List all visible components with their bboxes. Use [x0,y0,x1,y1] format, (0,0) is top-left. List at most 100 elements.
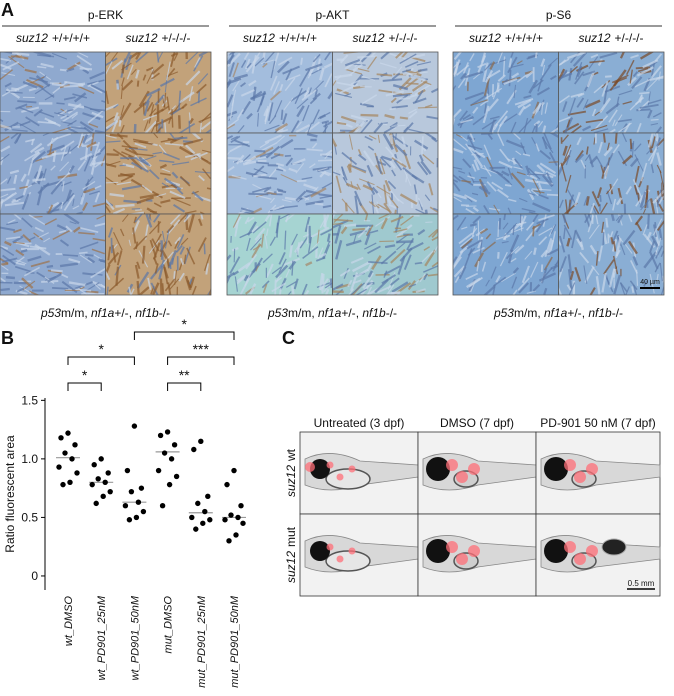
cell [497,74,506,82]
cell [516,60,523,65]
cell [268,167,278,178]
cell [72,205,80,210]
genotype-label: suz12 +/-/-/- [578,31,643,45]
cell [335,175,342,194]
cell [285,157,294,167]
cell [596,187,603,199]
cell [148,239,160,254]
cell [362,184,374,191]
panel-label: C [282,328,295,348]
cell [24,68,37,74]
cell [414,261,423,265]
cell [63,214,80,225]
cell [571,230,577,249]
cell [613,77,628,84]
cell [79,254,92,264]
cell [496,234,510,240]
cell [647,99,662,105]
cell [180,237,189,246]
cell [538,99,545,112]
cell [50,181,63,195]
cell [658,71,661,81]
dot [72,442,78,448]
genotype-label: suz12 mut [284,526,298,583]
genotype: mut [284,526,298,547]
cell [483,164,492,177]
cell [299,68,311,87]
dot [166,481,173,488]
cell [585,118,604,124]
cell [109,193,125,198]
cell [611,74,629,84]
cell [284,214,296,222]
cell [647,109,653,119]
dot [107,488,113,495]
cell [350,114,370,122]
cell [318,67,325,81]
cell [85,176,94,186]
cell [50,269,63,273]
cell [282,113,288,125]
cell [536,86,550,96]
cell [261,142,278,152]
cell [82,112,101,120]
cell [314,89,318,97]
cell [78,231,95,235]
cell [285,268,291,278]
background-genotype: p53m/m, nf1a+/-, nf1b-/- [493,306,623,320]
cell [559,59,567,66]
cell [146,87,161,97]
cell [493,204,500,214]
cell [428,183,434,196]
cell [239,277,251,295]
cell [111,115,120,133]
cell [351,260,371,273]
cell [498,115,508,128]
cell [134,264,140,279]
cell [503,113,518,124]
cell [283,257,301,266]
cell [173,136,188,140]
cell [240,82,246,88]
cell [105,176,117,185]
cell [401,92,413,95]
cell [507,198,517,203]
cell [227,94,234,108]
cell [311,241,320,250]
cell [278,258,287,274]
cell [377,203,391,212]
cell [609,231,614,238]
cell [540,58,546,67]
cell [116,250,123,266]
cell [251,165,265,178]
cell [134,214,143,223]
cell [584,102,591,108]
dot [224,481,230,488]
cell [0,69,13,81]
cell [17,100,37,104]
cell [174,236,181,245]
cell [532,79,544,89]
cell [460,72,467,80]
cell [141,184,153,194]
cell [454,276,460,284]
cell [423,246,430,251]
cell [158,144,167,155]
dot [131,423,138,429]
cell [245,253,258,270]
cell [160,138,176,143]
cell [535,143,540,152]
dot [56,464,62,470]
cell [322,204,332,209]
cell [205,263,209,275]
micrograph [105,214,211,295]
cell [12,235,24,244]
cell [83,126,94,133]
cell [198,116,211,123]
y-tick-label: 0.5 [21,510,38,524]
cell [148,169,160,180]
cell [364,214,369,222]
cell [416,161,429,176]
cell [183,138,203,146]
cell [160,240,164,260]
